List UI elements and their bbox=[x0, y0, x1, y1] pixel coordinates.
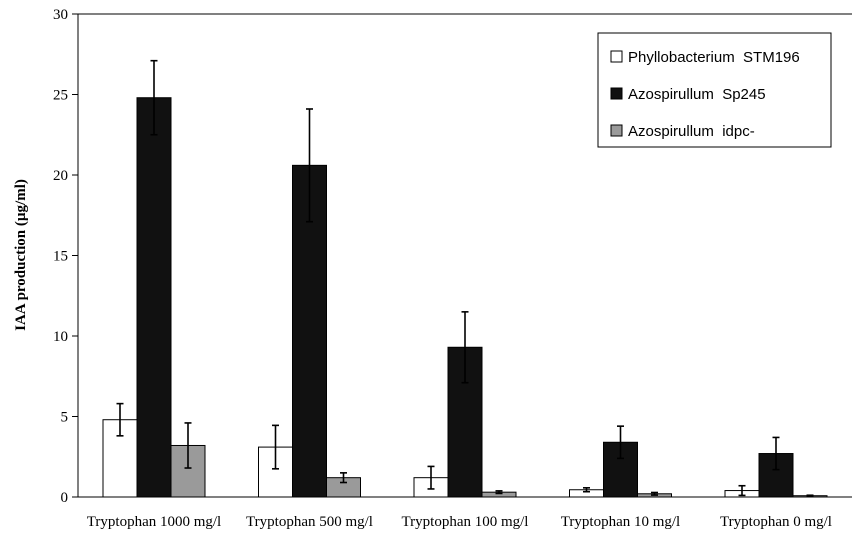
bar-1-0 bbox=[136, 97, 172, 498]
legend-swatch bbox=[610, 87, 623, 100]
error-bar-2-4 bbox=[806, 494, 814, 497]
legend-item-1: Azospirullum Sp245 bbox=[610, 86, 766, 103]
error-bar-0-1 bbox=[272, 424, 279, 470]
error-bar-2-3 bbox=[651, 491, 658, 496]
y-tick-label: 30 bbox=[53, 7, 68, 23]
error-bar-2-2 bbox=[495, 490, 503, 495]
x-tick-label: Tryptophan 1000 mg/l bbox=[87, 514, 221, 530]
legend-label: Azospirullum Sp245 bbox=[628, 86, 766, 103]
legend-swatch bbox=[610, 50, 623, 63]
error-bar-0-4 bbox=[738, 484, 746, 497]
error-bar-1-0 bbox=[150, 59, 158, 136]
error-bar-1-3 bbox=[617, 425, 624, 460]
x-tick-label: Tryptophan 10 mg/l bbox=[561, 514, 680, 530]
x-axis-labels: Tryptophan 1000 mg/l Tryptophan 500 mg/l T… bbox=[87, 514, 832, 530]
legend-frame bbox=[597, 32, 832, 148]
error-bar-2-0 bbox=[184, 422, 192, 469]
y-tick-label: 15 bbox=[53, 249, 68, 265]
legend-label: Azospirullum idpc- bbox=[628, 123, 755, 140]
bars bbox=[102, 97, 828, 498]
error-bars bbox=[116, 59, 814, 497]
y-tick-label: 20 bbox=[53, 168, 68, 184]
error-bar-0-3 bbox=[583, 487, 590, 493]
legend-item-2: Azospirullum idpc- bbox=[610, 123, 755, 140]
error-bar-1-4 bbox=[772, 436, 780, 471]
y-tick-label: 0 bbox=[61, 490, 69, 506]
x-tick-label: Tryptophan 100 mg/l bbox=[402, 514, 529, 530]
y-tick-label: 10 bbox=[53, 329, 68, 345]
error-bar-0-2 bbox=[427, 465, 435, 490]
x-tick-label: Tryptophan 500 mg/l bbox=[246, 514, 373, 530]
legend-item-0: Phyllobacterium STM196 bbox=[610, 49, 800, 66]
y-tick-label: 25 bbox=[53, 88, 68, 104]
error-bar-1-2 bbox=[461, 311, 469, 384]
y-axis-ticks: 0 5 10 15 20 25 30 bbox=[53, 7, 78, 506]
y-tick-label: 5 bbox=[61, 410, 69, 426]
legend-swatch bbox=[610, 124, 623, 137]
error-bar-0-0 bbox=[116, 402, 124, 437]
legend: Phyllobacterium STM196 Azospirullum Sp245… bbox=[597, 32, 832, 148]
y-axis-label: IAA production (µg/ml) bbox=[13, 179, 29, 331]
x-tick-label: Tryptophan 0 mg/l bbox=[720, 514, 832, 530]
error-bar-1-1 bbox=[306, 108, 313, 223]
bar-0-1 bbox=[258, 446, 293, 498]
error-bar-2-1 bbox=[340, 472, 347, 484]
legend-label: Phyllobacterium STM196 bbox=[628, 49, 800, 66]
